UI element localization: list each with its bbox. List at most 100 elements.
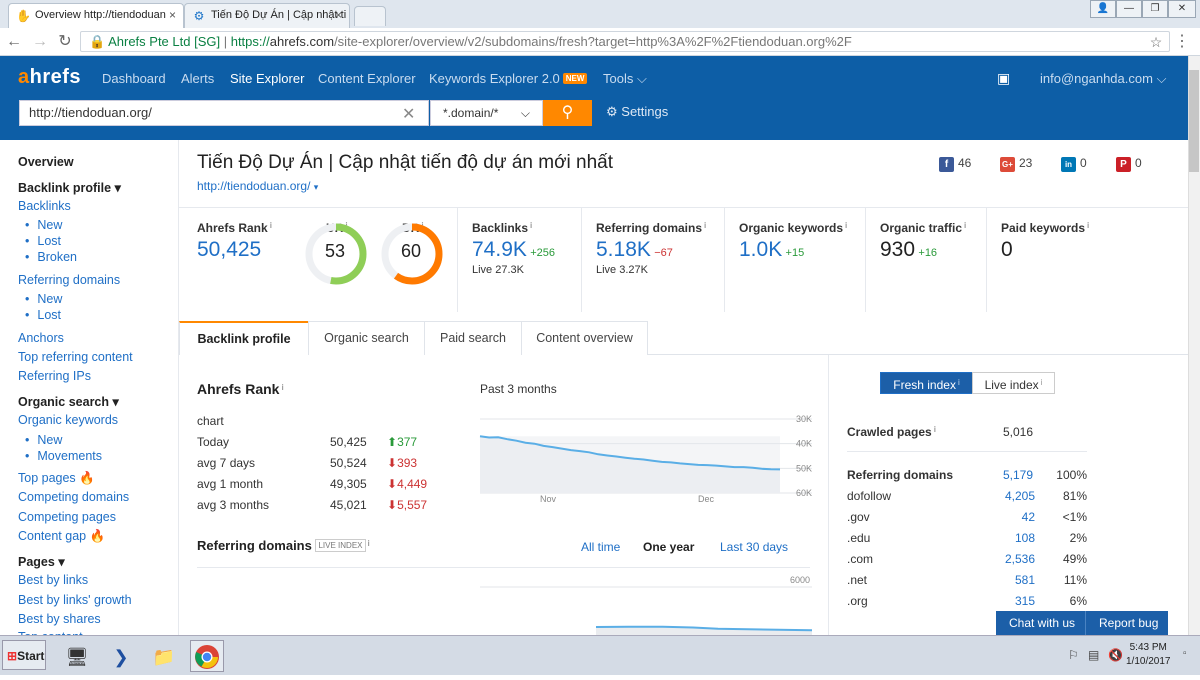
info-icon: i bbox=[367, 539, 370, 548]
user-icon[interactable]: 👤 bbox=[1090, 0, 1116, 18]
rd-value[interactable]: 5,179 bbox=[1003, 468, 1034, 482]
sidebar-top-content[interactable]: Top content bbox=[18, 630, 83, 635]
back-icon[interactable]: ← bbox=[6, 33, 22, 50]
sidebar-refdomains-lost[interactable]: Lost bbox=[25, 308, 61, 322]
sidebar-pages[interactable]: Pages ▾ bbox=[18, 555, 65, 569]
rd-row-value[interactable]: 581 bbox=[1014, 573, 1035, 587]
sidebar-overview[interactable]: Overview bbox=[18, 155, 74, 169]
sidebar-backlinks-broken[interactable]: Broken bbox=[25, 250, 77, 264]
rd-row-pct: 2% bbox=[1069, 531, 1087, 545]
scrollbar-thumb[interactable] bbox=[1189, 70, 1199, 172]
sidebar-anchors[interactable]: Anchors bbox=[18, 331, 64, 345]
bookmark-star-icon[interactable]: ☆ bbox=[1149, 34, 1163, 50]
nav-tools[interactable]: Tools ⌵ bbox=[603, 71, 647, 86]
ahrefs-logo[interactable]: ahrefs bbox=[18, 66, 82, 88]
close-tab-icon[interactable]: × bbox=[168, 8, 176, 22]
clock[interactable]: 5:43 PM 1/10/2017 bbox=[1126, 642, 1171, 667]
tray-flag-icon[interactable]: ⚐ bbox=[1068, 648, 1079, 662]
sidebar-backlink-profile[interactable]: Backlink profile ▾ bbox=[18, 181, 121, 195]
tab-content-overview[interactable]: Content overview bbox=[521, 321, 648, 355]
nav-site-explorer[interactable]: Site Explorer bbox=[230, 71, 305, 86]
rd-row-value[interactable]: 315 bbox=[1014, 594, 1035, 608]
report-bug-button[interactable]: Report bug bbox=[1099, 616, 1159, 630]
sidebar-referring-domains[interactable]: Referring domains bbox=[18, 273, 121, 287]
sidebar-refdomains-new[interactable]: New bbox=[25, 292, 62, 306]
reload-icon[interactable]: ↻ bbox=[58, 33, 72, 50]
rd-row-pct: 81% bbox=[1062, 489, 1087, 503]
tray-network-icon[interactable]: ▤ bbox=[1088, 648, 1100, 662]
search-button[interactable]: ⚲ bbox=[543, 100, 592, 126]
rd-row-value[interactable]: 2,536 bbox=[1004, 552, 1035, 566]
clear-search-icon[interactable]: ✕ bbox=[402, 106, 416, 123]
facebook-shares[interactable]: f 46 bbox=[939, 156, 971, 172]
sidebar-organic-keywords[interactable]: Organic keywords bbox=[18, 413, 119, 427]
live-index-toggle[interactable]: Live index i bbox=[972, 372, 1055, 394]
sidebar-content-gap[interactable]: Content gap 🔥 bbox=[18, 529, 106, 543]
sidebar-best-by-shares[interactable]: Best by shares bbox=[18, 612, 101, 626]
rd-row-value[interactable]: 42 bbox=[1021, 510, 1035, 524]
menu-dots-icon[interactable]: ⋮ bbox=[1174, 33, 1190, 50]
nav-alerts[interactable]: Alerts bbox=[181, 71, 215, 86]
start-button[interactable]: ⊞Start bbox=[2, 640, 46, 670]
range-one-year[interactable]: One year bbox=[643, 540, 695, 554]
sidebar-best-by-links-growth[interactable]: Best by links' growth bbox=[18, 593, 132, 607]
range-last-30-days[interactable]: Last 30 days bbox=[720, 540, 789, 554]
nav-keywords-explorer[interactable]: Keywords Explorer 2.0 NEW bbox=[429, 71, 588, 86]
new-tab-button[interactable] bbox=[354, 6, 386, 26]
close-window-icon[interactable]: ✕ bbox=[1168, 0, 1196, 18]
sidebar-backlinks-lost[interactable]: Lost bbox=[25, 234, 61, 248]
tab-organic-search[interactable]: Organic search bbox=[308, 321, 425, 355]
target-search-input[interactable]: http://tiendoduan.org/ bbox=[19, 100, 429, 126]
range-all-time[interactable]: All time bbox=[581, 540, 621, 554]
rd-row-value[interactable]: 4,205 bbox=[1004, 489, 1035, 503]
page-url[interactable]: http://tiendoduan.org/ ▾ bbox=[197, 179, 319, 193]
server-manager-icon[interactable]: 🖥 bbox=[65, 647, 89, 667]
gplus-shares[interactable]: G+ 23 bbox=[1000, 156, 1032, 172]
rank-row-label: avg 7 days bbox=[197, 456, 256, 470]
restore-icon[interactable]: ❐ bbox=[1142, 0, 1168, 18]
notifications-icon[interactable]: ▣ bbox=[997, 70, 1011, 86]
sidebar-organic-new[interactable]: New bbox=[25, 433, 62, 447]
nav-dashboard[interactable]: Dashboard bbox=[102, 71, 166, 86]
linkedin-shares[interactable]: in 0 bbox=[1061, 156, 1087, 172]
chat-with-us-button[interactable]: Chat with us bbox=[1009, 616, 1076, 630]
page-scrollbar[interactable] bbox=[1188, 56, 1200, 635]
forward-icon[interactable]: → bbox=[32, 33, 48, 50]
account-menu[interactable]: info@nganhda.com ⌵ bbox=[1040, 71, 1167, 86]
fresh-index-toggle[interactable]: Fresh index i bbox=[880, 372, 973, 394]
minimize-icon[interactable]: — bbox=[1116, 0, 1142, 18]
nav-content-explorer[interactable]: Content Explorer bbox=[318, 71, 416, 86]
tab-paid-search[interactable]: Paid search bbox=[424, 321, 522, 355]
browser-tab-overview[interactable]: ✋ Overview http://tiendoduan × bbox=[8, 3, 184, 28]
settings-link[interactable]: ⚙ Settings bbox=[606, 104, 669, 119]
close-tab-icon[interactable]: × bbox=[334, 8, 342, 22]
folder-icon[interactable]: 📁 bbox=[152, 647, 176, 667]
secure-label: Ahrefs Pte Ltd [SG] bbox=[108, 34, 221, 49]
sidebar-backlinks[interactable]: Backlinks bbox=[18, 199, 71, 213]
browser-tab-tiendoduan[interactable]: ⚙ Tiến Độ Dự Án | Cập nhật ti × bbox=[184, 3, 350, 28]
metric-backlinks[interactable]: Backlinks i 74.9K +256 Live 27.3K bbox=[457, 208, 581, 312]
metric-organic-traffic[interactable]: Organic traffic i 930 +16 bbox=[865, 208, 986, 312]
metric-referring-domains[interactable]: Referring domains i 5.18K −67 Live 3.27K bbox=[581, 208, 724, 312]
powershell-icon[interactable]: ❯ bbox=[113, 647, 129, 667]
sidebar-competing-domains[interactable]: Competing domains bbox=[18, 490, 130, 504]
tray-volume-icon[interactable]: 🔇 bbox=[1108, 648, 1123, 662]
sidebar-organic-search[interactable]: Organic search ▾ bbox=[18, 395, 119, 409]
sidebar-backlinks-new[interactable]: New bbox=[25, 218, 62, 232]
pinterest-icon: P bbox=[1116, 157, 1131, 172]
metric-organic-keywords[interactable]: Organic keywords i 1.0K +15 bbox=[724, 208, 865, 312]
mode-select[interactable]: *.domain/* ⌵ bbox=[430, 100, 543, 126]
ahrefs-rank-chart: 30K 40K 50K 60K Nov Dec bbox=[479, 414, 812, 504]
sidebar-organic-movements[interactable]: Movements bbox=[25, 449, 102, 463]
sidebar-top-pages[interactable]: Top pages 🔥 bbox=[18, 471, 95, 485]
url-bar[interactable]: 🔒 Ahrefs Pte Ltd [SG] | https://ahrefs.c… bbox=[80, 31, 1170, 52]
sidebar-competing-pages[interactable]: Competing pages bbox=[18, 510, 116, 524]
sidebar-referring-ips[interactable]: Referring IPs bbox=[18, 369, 91, 383]
rd-row-value[interactable]: 108 bbox=[1014, 531, 1035, 545]
show-desktop-button[interactable]: ▫ bbox=[1183, 648, 1187, 659]
chrome-icon[interactable] bbox=[190, 640, 224, 672]
sidebar-best-by-links[interactable]: Best by links bbox=[18, 573, 89, 587]
tab-backlink-profile[interactable]: Backlink profile bbox=[179, 321, 309, 355]
sidebar-top-referring-content[interactable]: Top referring content bbox=[18, 350, 133, 364]
